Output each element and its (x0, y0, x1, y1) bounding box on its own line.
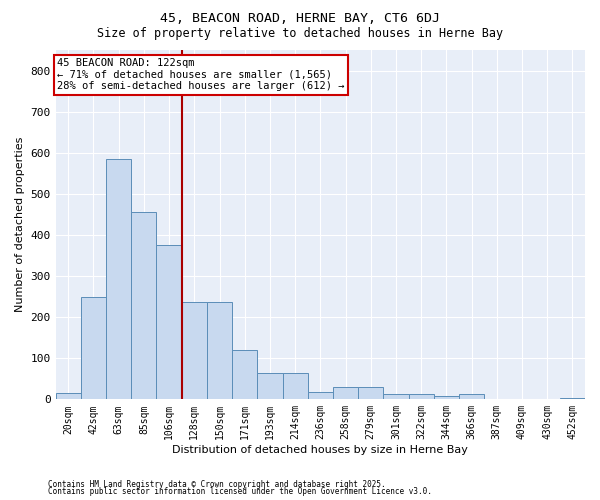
Bar (182, 302, 207, 400)
Bar (434, 396, 459, 400)
Bar (409, 394, 434, 400)
Text: 45 BEACON ROAD: 122sqm
← 71% of detached houses are smaller (1,565)
28% of semi-: 45 BEACON ROAD: 122sqm ← 71% of detached… (57, 58, 344, 92)
Text: 45, BEACON ROAD, HERNE BAY, CT6 6DJ: 45, BEACON ROAD, HERNE BAY, CT6 6DJ (160, 12, 440, 26)
Bar (81, 298, 106, 400)
Bar (207, 302, 232, 400)
Bar (333, 387, 358, 400)
Bar (106, 159, 131, 400)
Bar (157, 245, 182, 400)
Bar (232, 350, 257, 400)
Bar (283, 372, 308, 400)
Bar (358, 387, 383, 400)
Bar (560, 398, 585, 400)
X-axis label: Distribution of detached houses by size in Herne Bay: Distribution of detached houses by size … (172, 445, 468, 455)
Bar (383, 394, 409, 400)
Bar (459, 394, 484, 400)
Bar (131, 212, 157, 400)
Text: Contains HM Land Registry data © Crown copyright and database right 2025.: Contains HM Land Registry data © Crown c… (48, 480, 386, 489)
Bar (257, 372, 283, 400)
Y-axis label: Number of detached properties: Number of detached properties (15, 137, 25, 312)
Text: Size of property relative to detached houses in Herne Bay: Size of property relative to detached ho… (97, 28, 503, 40)
Bar (56, 393, 81, 400)
Bar (308, 392, 333, 400)
Text: Contains public sector information licensed under the Open Government Licence v3: Contains public sector information licen… (48, 487, 432, 496)
